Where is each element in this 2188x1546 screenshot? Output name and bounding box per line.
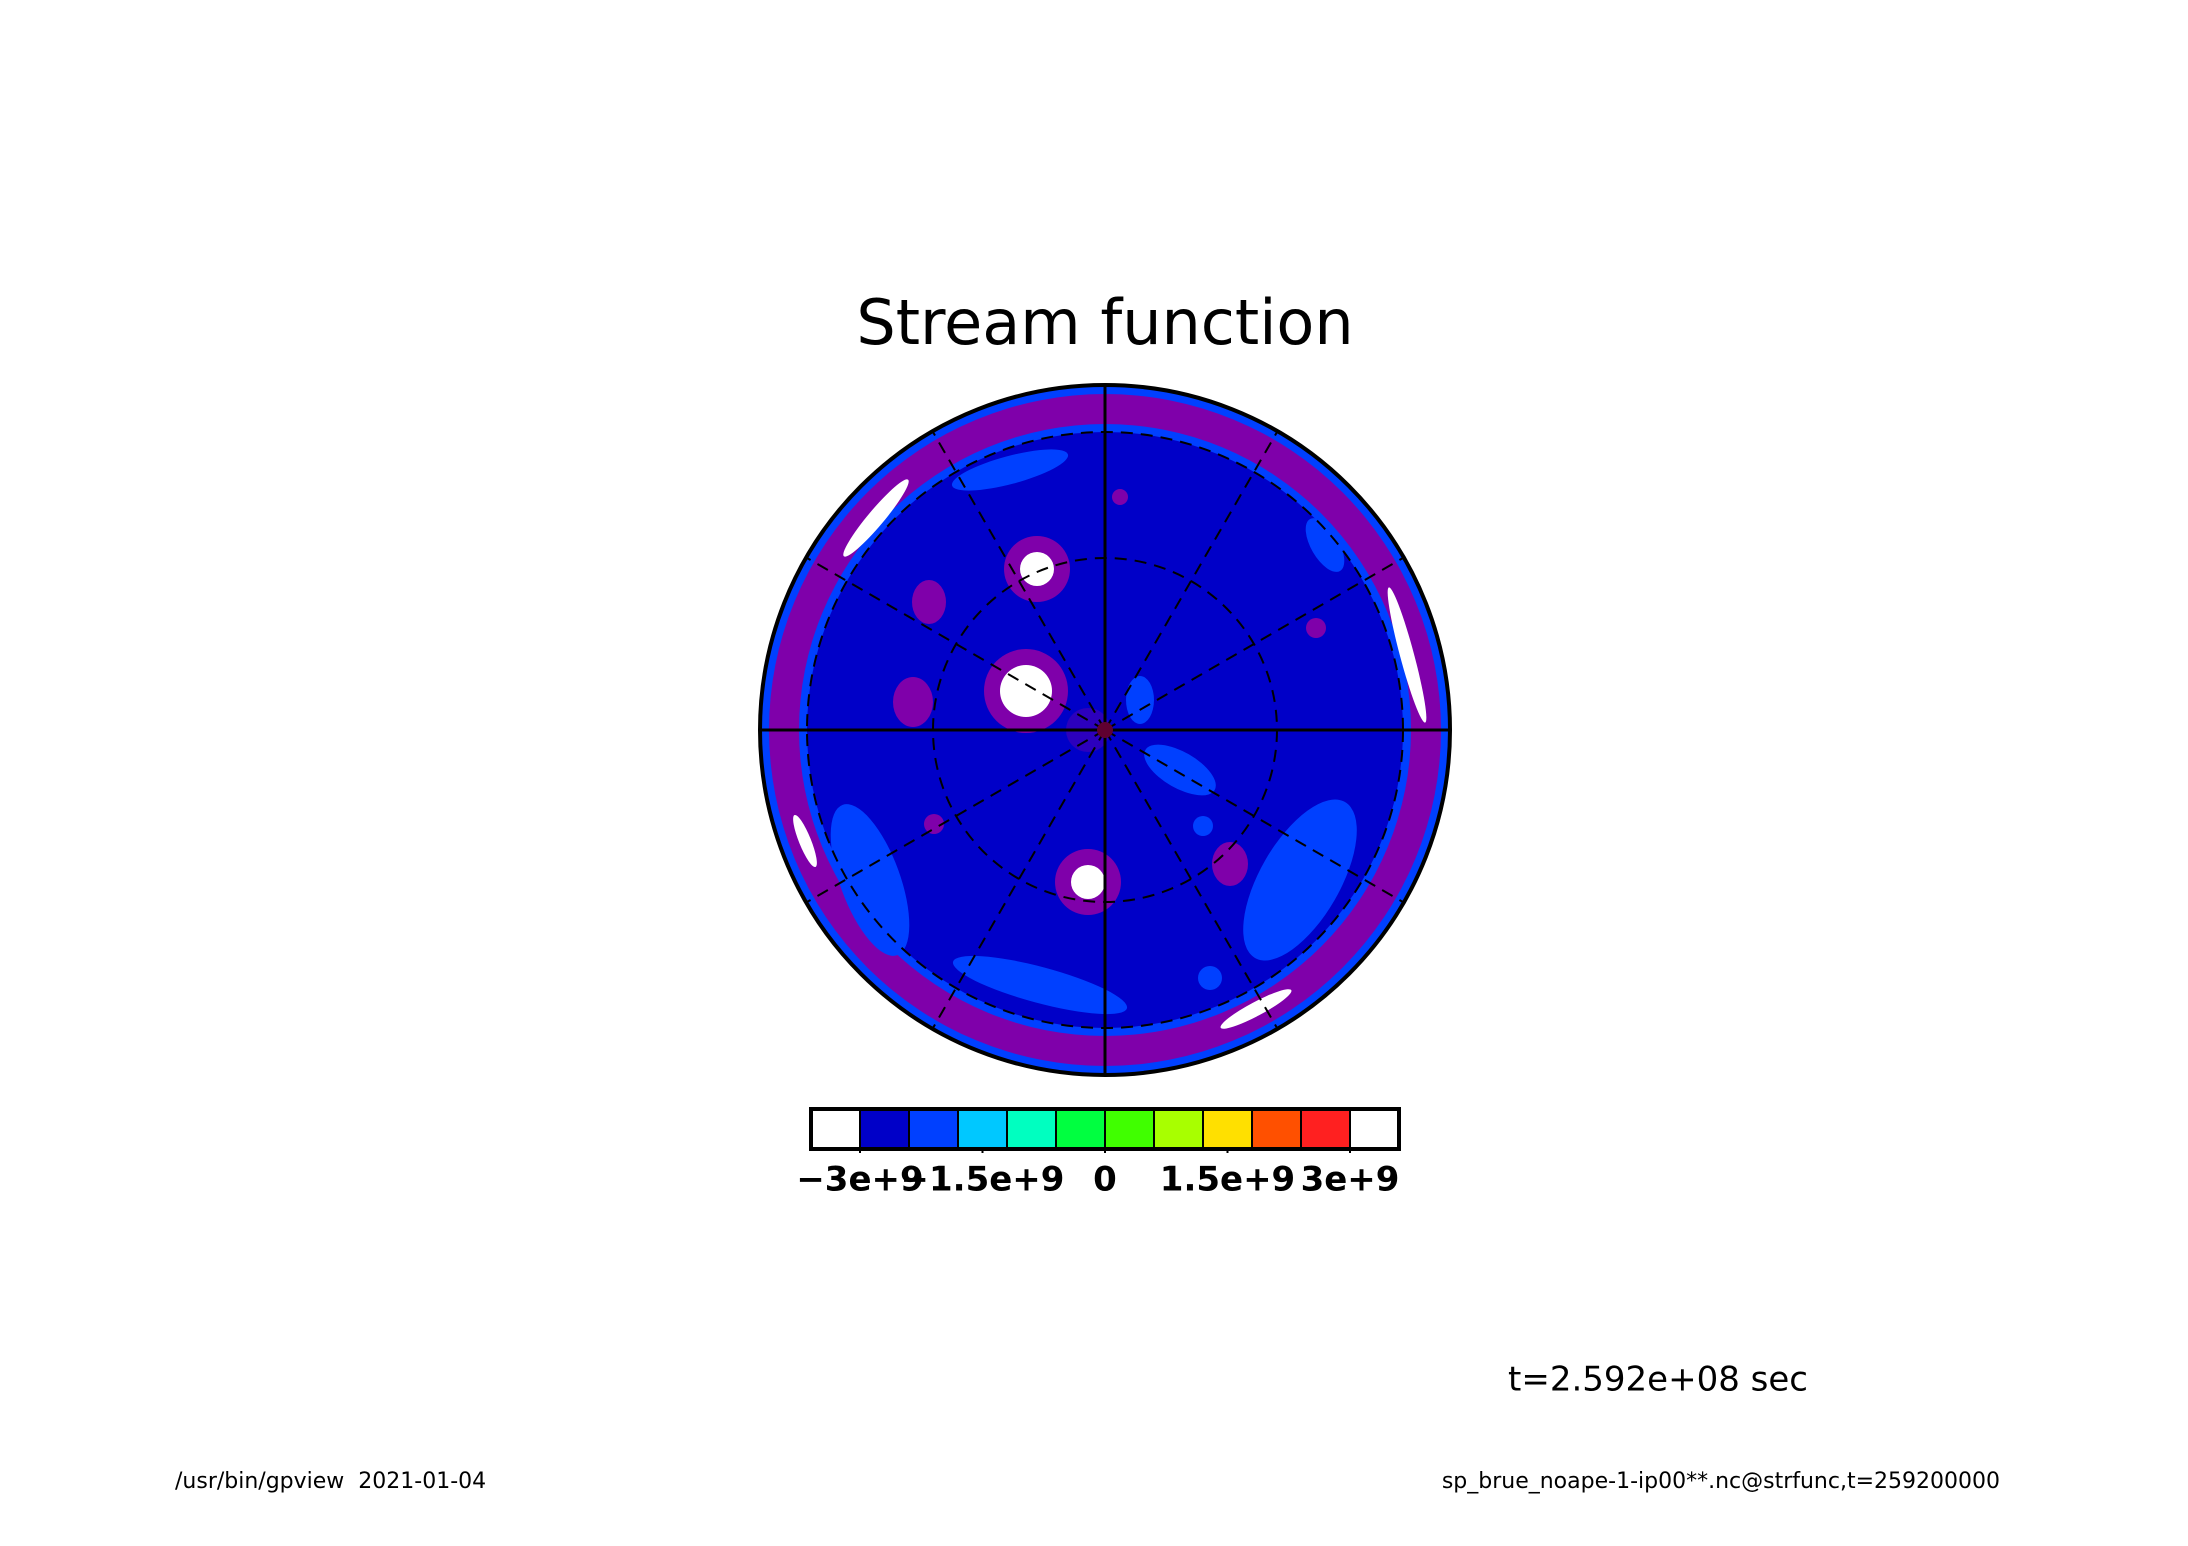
meridians <box>805 430 1405 1030</box>
colorbar-box <box>908 1108 959 1150</box>
colorbar-box <box>1104 1108 1155 1150</box>
colorbar-box <box>1202 1108 1253 1150</box>
colorbar-tick-label: 3e+9 <box>1301 1160 1400 1200</box>
colorbar-box <box>1251 1108 1302 1150</box>
colorbar-box <box>1055 1108 1106 1150</box>
chart-title: Stream function <box>856 286 1353 359</box>
colorbar-tick-label: −3e+9 <box>796 1160 923 1200</box>
footer-right: sp_brue_noape-1-ip00**.nc@strfunc,t=2592… <box>1442 1469 2000 1494</box>
colorbar-box <box>1349 1108 1400 1150</box>
colorbar: −3e+9−1.5e+9 0 1.5e+9 3e+9 <box>796 1107 1401 1200</box>
colorbar-box <box>859 1108 910 1150</box>
colorbar-box <box>1153 1108 1204 1150</box>
time-label: t=2.592e+08 sec <box>1508 1360 1808 1400</box>
colorbar-box <box>1300 1108 1351 1150</box>
contour-fills <box>793 449 1427 1029</box>
colorbar-box <box>957 1108 1008 1150</box>
footer-left: /usr/bin/gpview 2021-01-04 <box>175 1469 486 1494</box>
colorbar-box <box>810 1108 861 1150</box>
colorbar-tick-label: 1.5e+9 <box>1160 1160 1295 1200</box>
polar-map <box>758 383 1452 1077</box>
colorbar-box <box>1006 1108 1057 1150</box>
colorbar-tick-label: −1.5e+9 <box>901 1160 1065 1200</box>
colorbar-tick-label: 0 <box>1093 1160 1117 1200</box>
